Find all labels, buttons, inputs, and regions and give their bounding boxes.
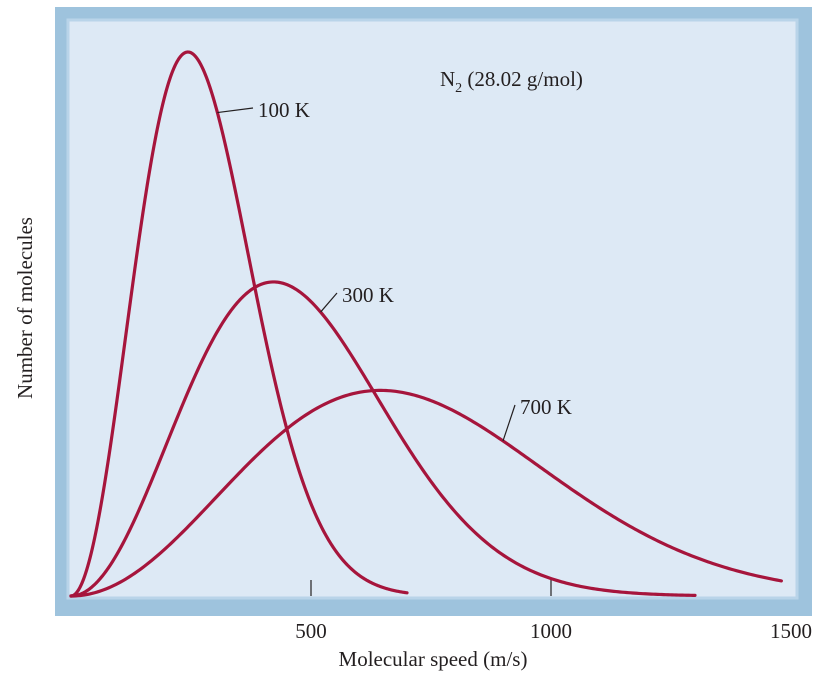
x-tick-labels: 500 1000 1500 [295,619,812,643]
curve-label-leaders [217,107,516,442]
curve-100k [69,50,409,598]
curve-label-700k: 700 K [520,395,572,419]
plot-panel [66,18,799,600]
curve-700k [69,388,783,598]
x-tick-label-1500: 1500 [770,619,812,643]
curve-label-100k: 100 K [258,98,310,122]
molecule-annotation: N2 (28.02 g/mol) [440,67,583,96]
leader-line-300k [320,292,338,313]
x-tick-label-1000: 1000 [530,619,572,643]
curve-300k [69,280,697,598]
curve-labels: 100 K 300 K 700 K [258,98,572,419]
y-axis-title: Number of molecules [13,217,37,399]
leader-line-700k [502,404,516,442]
leader-line-100k [217,107,254,114]
distribution-curves [69,50,783,598]
curve-label-300k: 300 K [342,283,394,307]
x-tick-label-500: 500 [295,619,327,643]
x-axis-title: Molecular speed (m/s) [339,647,528,671]
x-tick-marks [310,580,552,596]
